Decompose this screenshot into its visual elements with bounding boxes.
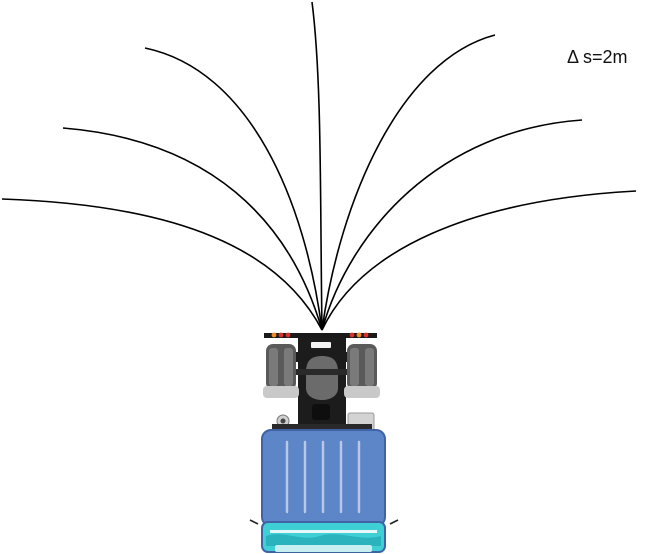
step-size-label: Δ s=2m (567, 47, 628, 67)
trajectory-2 (144, 47, 323, 331)
light-left-2 (278, 332, 284, 338)
light-left-1 (271, 332, 277, 338)
front-bar (264, 333, 377, 338)
light-left-3 (285, 332, 291, 338)
trajectory-1 (311, 1, 323, 331)
chassis-slot (311, 342, 331, 348)
trajectory-3 (321, 34, 496, 331)
front-axle (292, 369, 352, 375)
rear-stripe (270, 530, 377, 533)
hitch-bar (272, 424, 372, 429)
light-right-1 (349, 332, 355, 338)
trajectory-5 (321, 119, 583, 331)
engine-cover (306, 356, 338, 400)
left-rear-mark (249, 519, 259, 525)
water-wave (266, 534, 381, 546)
trajectory-4 (62, 127, 323, 331)
trajectory-fan (1, 1, 637, 331)
trajectory-6 (1, 198, 323, 331)
light-right-3 (363, 332, 369, 338)
right-rear-mark (389, 519, 399, 525)
left-knob-center (280, 418, 286, 424)
rear-bumper (275, 545, 372, 552)
trajectory-7 (321, 190, 637, 331)
engine-vent (312, 404, 330, 420)
left-wheel (263, 344, 299, 398)
right-wheel (344, 344, 380, 398)
vehicle-icon (249, 332, 399, 553)
tank-ribs (285, 440, 361, 514)
light-right-2 (356, 332, 362, 338)
